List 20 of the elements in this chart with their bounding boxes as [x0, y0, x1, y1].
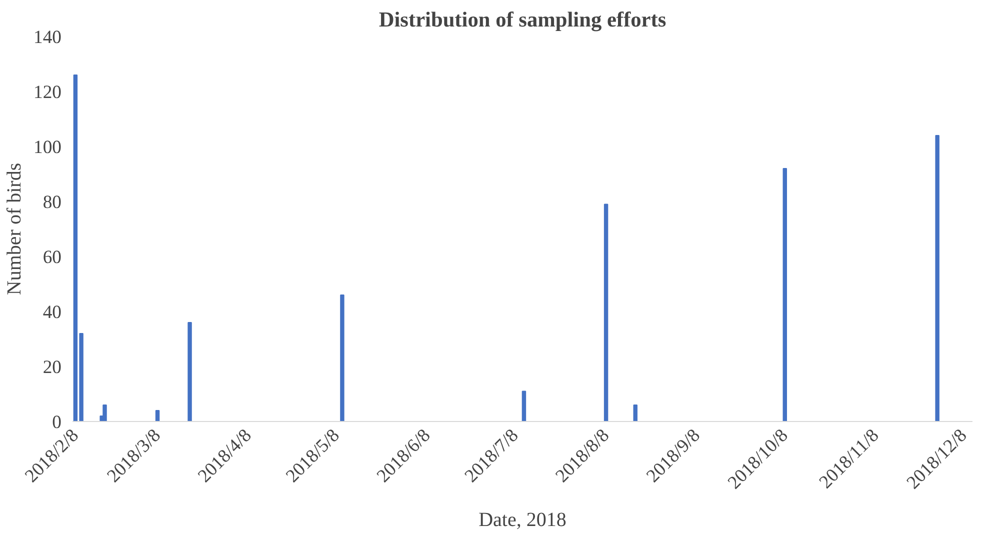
bar	[633, 404, 638, 422]
bar	[340, 294, 344, 422]
chart-title: Distribution of sampling efforts	[378, 8, 666, 32]
bar	[155, 410, 160, 422]
bar	[782, 168, 787, 422]
bar	[522, 390, 526, 422]
bar	[188, 322, 192, 422]
y-tick-label: 140	[34, 27, 62, 48]
bar	[102, 404, 107, 422]
y-tick-label: 60	[42, 247, 62, 268]
x-axis-title: Date, 2018	[478, 508, 566, 531]
y-tick-label: 80	[42, 192, 62, 213]
y-tick-label: 20	[42, 357, 62, 378]
y-tick-label: 0	[52, 412, 62, 433]
y-tick-label: 120	[34, 82, 62, 103]
bar	[935, 135, 940, 422]
y-tick-label: 40	[42, 302, 62, 323]
y-axis-title: Number of birds	[4, 162, 26, 296]
y-tick-label: 100	[34, 137, 62, 158]
bar	[604, 204, 608, 422]
